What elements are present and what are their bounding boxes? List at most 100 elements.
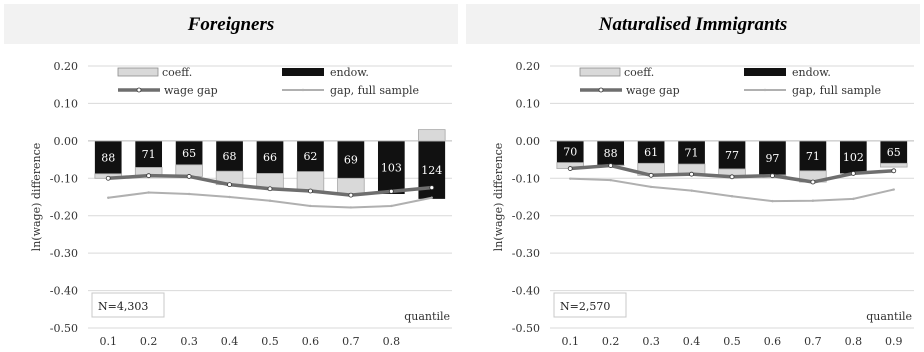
- chart-panel-naturalised-immigrants: Naturalised Immigrants 0.20 0.10 0.00 -0.10…: [462, 0, 924, 352]
- legend: coeff. endow. wage gap gap, full sample: [579, 66, 881, 97]
- point-gap-full-sample: [811, 199, 815, 202]
- x-tick-label: 0.6: [302, 335, 320, 348]
- x-tick-label: 0.7: [342, 335, 360, 348]
- point-gap-full-sample: [892, 188, 895, 191]
- point-wage-gap: [891, 168, 897, 174]
- x-tick-label: 0.2: [140, 335, 158, 348]
- point-gap-full-sample: [852, 197, 855, 201]
- point-gap-full-sample: [690, 189, 693, 192]
- bar-label: 71: [806, 150, 820, 163]
- legend-label-gap-full-sample: gap, full sample: [330, 84, 419, 97]
- point-gap-full-sample: [228, 195, 231, 199]
- y-axis-label: ln(wage) difference: [492, 143, 505, 252]
- y-tick-label: 0.00: [54, 135, 79, 148]
- point-gap-full-sample: [730, 195, 734, 198]
- bar-label: 103: [381, 161, 402, 174]
- point-gap-full-sample: [147, 191, 150, 194]
- x-tick-label: 0.5: [723, 335, 741, 348]
- chart-title-bar: Foreigners: [4, 4, 458, 44]
- legend-label-wage-gap: wage gap: [626, 84, 680, 97]
- y-tick-label: -0.40: [50, 285, 78, 298]
- y-axis-label: ln(wage) difference: [30, 143, 43, 252]
- bar-coeff: [296, 171, 325, 192]
- legend-marker-gap-full-sample: [763, 88, 767, 92]
- point-gap-full-sample: [649, 185, 653, 189]
- y-tick-label: -0.10: [50, 172, 78, 185]
- bar-label: 71: [685, 146, 699, 159]
- chart-title: Naturalised Immigrants: [598, 14, 788, 35]
- point-gap-full-sample: [349, 206, 353, 209]
- bar-label: 77: [725, 149, 739, 162]
- bar-label: 124: [421, 164, 442, 177]
- x-axis-label: quantile: [866, 310, 912, 323]
- point-gap-full-sample: [569, 177, 572, 180]
- legend-swatch-coeff: [117, 67, 159, 77]
- y-tick-label: -0.10: [512, 172, 540, 185]
- point-wage-gap: [850, 171, 856, 176]
- chart-plot-foreigners: 0.20 0.10 0.00 -0.10 -0.20 -0.30 -0.40 -0.50 ln(…: [30, 60, 452, 348]
- x-tick-label: 0.8: [845, 335, 863, 348]
- bar-endow: [637, 140, 665, 164]
- x-tick-label: 0.1: [99, 335, 117, 348]
- legend-swatch-endow: [282, 68, 324, 76]
- annotation-text: N=2,570: [560, 300, 610, 313]
- x-tick-label: 0.8: [383, 335, 401, 348]
- y-tick-label: 0.20: [516, 60, 541, 73]
- bar-label: 88: [101, 151, 115, 164]
- bar-endow: [839, 140, 867, 174]
- bar-endow: [799, 140, 827, 171]
- legend-marker-gap-full-sample: [301, 88, 305, 92]
- bar-endow: [216, 140, 243, 172]
- point-wage-gap: [567, 166, 573, 171]
- bar-label: 65: [182, 147, 196, 160]
- y-tick-label: -0.30: [512, 247, 540, 260]
- x-tick-label: 0.3: [180, 335, 198, 348]
- chart-title: Foreigners: [187, 14, 275, 35]
- point-gap-full-sample: [609, 178, 612, 182]
- bar-coeff: [418, 129, 446, 142]
- bar-endow: [678, 140, 705, 165]
- legend-label-coeff: coeff.: [624, 66, 654, 79]
- point-wage-gap: [186, 174, 192, 179]
- y-tick-label: -0.50: [512, 322, 540, 335]
- legend: coeff. endow. wage gap gap, full sample: [117, 66, 419, 97]
- bar-endow: [759, 140, 786, 175]
- point-gap-full-sample: [107, 196, 110, 199]
- legend-label-wage-gap: wage gap: [164, 84, 218, 97]
- point-wage-gap: [146, 173, 152, 179]
- point-wage-gap: [689, 171, 694, 177]
- x-tick-label: 0.4: [221, 335, 239, 348]
- point-wage-gap: [308, 188, 313, 194]
- y-tick-label: 0.20: [54, 60, 79, 73]
- bar-label: 65: [887, 146, 901, 159]
- legend-label-endow: endow.: [330, 66, 369, 79]
- legend-marker-wage-gap: [598, 87, 604, 93]
- x-tick-label: 0.2: [602, 335, 620, 348]
- x-tick-label: 0.4: [683, 335, 701, 348]
- x-tick-label: 0.5: [261, 335, 279, 348]
- point-wage-gap: [608, 163, 614, 168]
- bar-label: 88: [604, 147, 618, 160]
- point-wage-gap: [227, 182, 232, 188]
- x-tick-label: 0.7: [804, 335, 822, 348]
- annotation-box: [91, 292, 165, 318]
- point-gap-full-sample: [268, 199, 272, 202]
- x-tick-label: 0.6: [764, 335, 782, 348]
- point-wage-gap: [429, 185, 435, 191]
- point-wage-gap: [105, 175, 111, 181]
- y-tick-label: -0.20: [50, 210, 78, 223]
- annotation-box: [553, 292, 627, 318]
- bar-endow: [556, 140, 584, 163]
- point-gap-full-sample: [390, 204, 393, 208]
- chart-panel-foreigners: Foreigners 0.20 0.10 0.00 -0.10 -0.20 -0.30 -0…: [4, 4, 458, 348]
- bar-endow: [94, 140, 122, 174]
- point-gap-full-sample: [430, 196, 433, 199]
- bar-endow: [135, 140, 163, 168]
- bar-endow: [175, 140, 203, 165]
- point-wage-gap: [770, 173, 775, 179]
- legend-label-gap-full-sample: gap, full sample: [792, 84, 881, 97]
- point-wage-gap: [267, 186, 273, 192]
- bar-endow: [377, 140, 405, 195]
- legend-label-coeff: coeff.: [162, 66, 192, 79]
- point-wage-gap: [810, 179, 816, 185]
